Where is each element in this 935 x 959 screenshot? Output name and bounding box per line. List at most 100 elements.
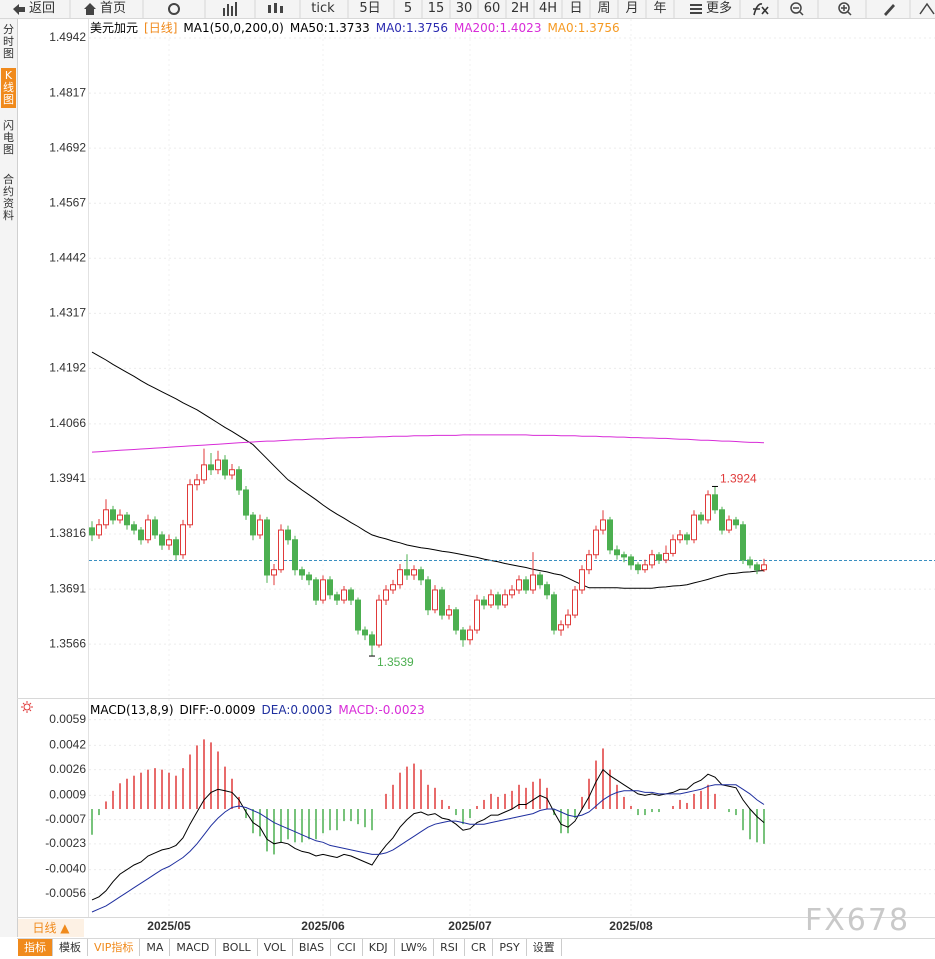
candle-body bbox=[89, 527, 95, 536]
indicator-tabs: 指标 模板 VIP指标 MA MACD BOLL VOL BIAS CCI KDJ LW% RSI CR… bbox=[18, 939, 562, 956]
indicator-tab[interactable]: RSI bbox=[434, 939, 465, 956]
zoom-in-icon[interactable] bbox=[838, 2, 852, 16]
candle-body bbox=[117, 514, 123, 521]
candle-body bbox=[467, 629, 473, 641]
candle-body bbox=[383, 589, 389, 601]
y-tick-label: 1.4692 bbox=[49, 140, 86, 154]
watermark: FX678 bbox=[805, 903, 911, 938]
icon-part bbox=[21, 701, 33, 713]
indicator-tab[interactable]: MACD bbox=[170, 939, 217, 956]
macd-bar bbox=[448, 805, 450, 810]
candle-body bbox=[194, 479, 200, 486]
indicator-tab[interactable]: BOLL bbox=[216, 939, 258, 956]
home-button[interactable]: 首页 bbox=[99, 1, 127, 16]
fx-icon[interactable] bbox=[753, 3, 769, 16]
indicator-tab[interactable]: 指标 bbox=[18, 939, 53, 956]
macd-bar bbox=[91, 809, 93, 835]
period-button[interactable]: 5日 bbox=[359, 1, 381, 16]
sidebar-bg bbox=[0, 19, 17, 937]
candle-body bbox=[628, 556, 634, 566]
candle-body bbox=[481, 599, 487, 606]
candle-body bbox=[425, 579, 431, 611]
candle-body bbox=[523, 579, 529, 591]
indicator-tab[interactable]: VOL bbox=[258, 939, 293, 956]
period-button[interactable]: 15 bbox=[427, 1, 445, 16]
sidebar-tab[interactable]: 合约资料 bbox=[3, 173, 14, 222]
indicator-tab[interactable]: 设置 bbox=[527, 939, 562, 956]
macd-bar bbox=[161, 769, 163, 810]
more-icon[interactable] bbox=[690, 4, 702, 14]
period-button[interactable]: 周 bbox=[597, 1, 611, 16]
candle-body bbox=[110, 509, 116, 521]
indicator-tab[interactable]: MA bbox=[140, 939, 171, 956]
back-icon[interactable] bbox=[13, 4, 25, 15]
macd-bar bbox=[287, 809, 289, 840]
indicator-tab[interactable]: CR bbox=[465, 939, 494, 956]
x-tick-label: 2025/05 bbox=[147, 919, 191, 933]
indicator-tab[interactable]: PSY bbox=[493, 939, 527, 956]
indicator-tab[interactable]: KDJ bbox=[363, 939, 395, 956]
macd-bar bbox=[210, 742, 212, 810]
indicator-tab[interactable]: LW% bbox=[395, 939, 435, 956]
indicator-tab[interactable]: CCI bbox=[331, 939, 363, 956]
candle-body bbox=[390, 584, 396, 591]
legend-entry: MA200:1.4023 bbox=[453, 21, 542, 35]
period-button[interactable]: 5 bbox=[403, 1, 413, 16]
indicator-tab[interactable]: 模板 bbox=[53, 939, 88, 956]
candle-body bbox=[320, 579, 326, 601]
x-tick-label: 2025/06 bbox=[301, 919, 345, 933]
sidebar-tab[interactable]: 分时图 bbox=[3, 23, 14, 60]
indicator-tab[interactable]: VIP指标 bbox=[88, 939, 141, 956]
period-button[interactable]: 年 bbox=[653, 1, 667, 16]
period-button[interactable]: tick bbox=[311, 1, 335, 16]
series-line bbox=[91, 784, 765, 913]
period-button[interactable]: 2H bbox=[510, 1, 530, 16]
sidebar-tab[interactable]: K线图 bbox=[1, 68, 16, 108]
period-button[interactable]: 月 bbox=[625, 1, 639, 16]
candle-body bbox=[754, 564, 760, 571]
candle-body bbox=[124, 514, 130, 526]
indicator-tab[interactable]: BIAS bbox=[293, 939, 332, 956]
candle-body bbox=[250, 514, 256, 536]
macd-bar bbox=[714, 793, 716, 810]
macd-bar bbox=[357, 809, 359, 825]
period-button[interactable]: 日 bbox=[569, 1, 583, 16]
more-button[interactable]: 更多 bbox=[705, 1, 733, 16]
macd-bar bbox=[742, 809, 744, 831]
y-tick-label: -0.0007 bbox=[45, 812, 86, 826]
legend-entry: [日线] bbox=[144, 21, 178, 35]
candle-icon[interactable] bbox=[268, 3, 283, 13]
macd-settings-icon[interactable] bbox=[21, 701, 33, 713]
macd-bar bbox=[147, 769, 149, 810]
y-tick-label: 1.4066 bbox=[49, 416, 86, 430]
candle-body bbox=[474, 599, 480, 631]
back-button[interactable]: 返回 bbox=[28, 1, 56, 16]
period-button[interactable]: 4H bbox=[538, 1, 558, 16]
refresh-icon[interactable] bbox=[168, 3, 180, 15]
candle-body bbox=[551, 594, 557, 631]
macd-bar bbox=[273, 809, 275, 855]
macd-bar bbox=[672, 805, 674, 810]
candle-body bbox=[740, 524, 746, 561]
period-button[interactable]: 30 bbox=[455, 1, 473, 16]
legend-entry: MA0:1.3756 bbox=[375, 21, 448, 35]
candle-body bbox=[418, 569, 424, 581]
period-selector[interactable]: 日线 ▲ bbox=[18, 919, 84, 937]
bar-icon[interactable] bbox=[223, 2, 237, 16]
candle-body bbox=[642, 564, 648, 571]
period-button[interactable]: 60 bbox=[483, 1, 501, 16]
draw-icon[interactable] bbox=[884, 4, 895, 16]
candle-body bbox=[355, 599, 361, 631]
legend-entry: DEA:0.0003 bbox=[261, 703, 333, 717]
macd-bar bbox=[133, 775, 135, 810]
home-icon[interactable] bbox=[84, 3, 96, 15]
legend-entry: 美元加元 bbox=[90, 21, 139, 35]
candle-body bbox=[292, 539, 298, 571]
candle-body bbox=[565, 614, 571, 626]
candle-body bbox=[397, 569, 403, 586]
zoom-out-icon[interactable] bbox=[790, 2, 804, 16]
collapse-icon[interactable] bbox=[919, 2, 935, 15]
sidebar-tab[interactable]: 闪电图 bbox=[3, 119, 14, 156]
candle-body bbox=[362, 629, 368, 636]
